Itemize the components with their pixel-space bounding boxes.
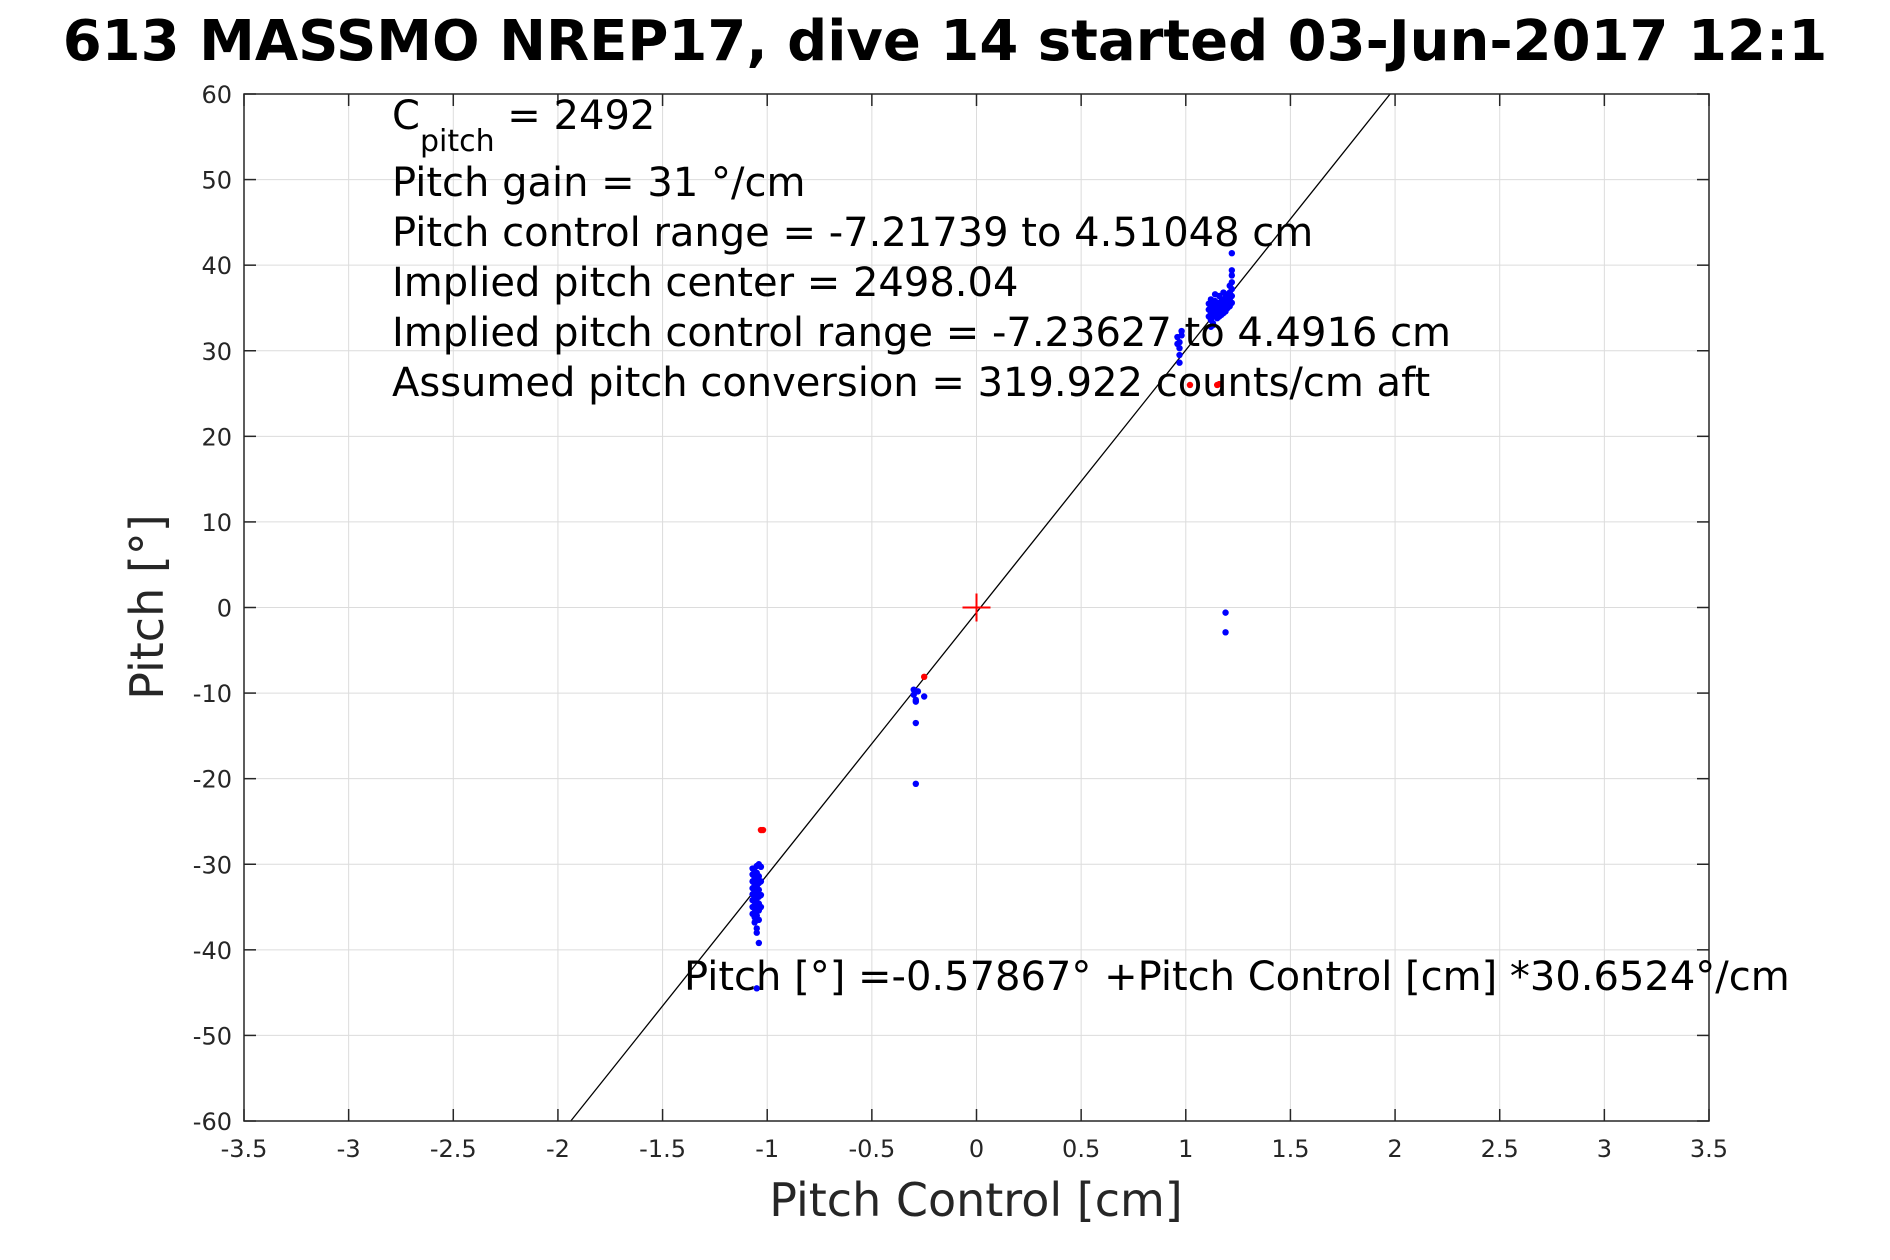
data-point-blue <box>920 693 928 700</box>
x-tick-label: 0 <box>969 1135 984 1163</box>
data-point-blue <box>914 688 922 695</box>
data-point-blue <box>757 863 765 871</box>
data-point-blue <box>1174 333 1181 341</box>
data-point-blue <box>1222 609 1229 616</box>
implied-pitch-center-annotation: Implied pitch center = 2498.04 <box>392 260 1018 306</box>
x-tick-label: -3 <box>337 1135 361 1163</box>
data-point-blue <box>757 903 765 911</box>
pitch-gain-annotation: Pitch gain = 31 °/cm <box>392 160 805 206</box>
points-layer <box>749 249 1236 992</box>
data-point-blue <box>1228 292 1236 300</box>
x-tick-label: -1 <box>755 1135 779 1163</box>
data-point-blue <box>1228 267 1236 274</box>
data-point-blue <box>1228 279 1236 286</box>
y-tick-label: -50 <box>193 1022 232 1050</box>
x-tick-label: 3.5 <box>1690 1135 1728 1163</box>
y-tick-label: 0 <box>217 595 232 623</box>
y-tick-label: 40 <box>201 252 232 280</box>
y-tick-label: 20 <box>201 423 232 451</box>
data-point-blue <box>1176 351 1183 359</box>
data-point-blue <box>912 698 920 705</box>
x-tick-label: 1.5 <box>1271 1135 1309 1163</box>
x-tick-label: -2.5 <box>430 1135 477 1163</box>
x-tick-label: 2 <box>1387 1135 1402 1163</box>
info-annotation: Cpitch = 2492 Pitch gain = 31 °/cm Pitch… <box>392 93 1451 406</box>
y-tick-label: -40 <box>193 937 232 965</box>
data-point-blue <box>753 929 760 936</box>
data-point-blue <box>1178 327 1185 335</box>
y-tick-label: 30 <box>201 338 232 366</box>
data-point-blue <box>1228 299 1236 307</box>
y-tick-label: -10 <box>193 680 232 708</box>
data-point-blue <box>1228 285 1236 293</box>
data-point-blue <box>912 780 920 788</box>
data-point-blue <box>1176 359 1183 366</box>
data-point-blue <box>1222 629 1229 636</box>
y-tick-label: -30 <box>193 851 232 879</box>
data-point-blue <box>912 719 920 727</box>
chart-title: 613 MASSMO NREP17, dive 14 started 03-Ju… <box>63 9 1828 74</box>
c-pitch-main: C <box>392 93 420 139</box>
c-pitch-subscript: pitch <box>420 124 495 159</box>
data-point-blue <box>755 886 763 894</box>
x-tick-label: 1 <box>1178 1135 1193 1163</box>
data-point-blue <box>755 939 763 947</box>
y-tick-label: -60 <box>193 1108 232 1136</box>
x-tick-label: -2 <box>546 1135 570 1163</box>
center-marker-layer <box>962 593 991 622</box>
y-tick-label: 60 <box>201 81 232 109</box>
data-point-red <box>1186 381 1194 389</box>
data-point-blue <box>755 916 763 924</box>
data-point-blue <box>755 873 763 880</box>
data-point-blue <box>1228 249 1236 257</box>
y-tick-label: -20 <box>193 766 232 794</box>
data-point-red <box>920 673 928 681</box>
data-point-red <box>759 826 767 834</box>
implied-pitch-range-annotation: Implied pitch control range = -7.23627 t… <box>392 310 1451 356</box>
data-point-blue <box>1174 340 1181 348</box>
x-tick-label: 2.5 <box>1481 1135 1519 1163</box>
x-tick-label: 0.5 <box>1062 1135 1100 1163</box>
x-tick-label: -1.5 <box>639 1135 686 1163</box>
c-pitch-annotation: Cpitch = 2492 <box>392 93 655 159</box>
data-point-red <box>1216 380 1223 388</box>
data-point-blue <box>1209 321 1217 329</box>
x-axis-label: Pitch Control [cm] <box>769 1173 1183 1227</box>
pitch-control-range-annotation: Pitch control range = -7.21739 to 4.5104… <box>392 210 1313 256</box>
data-point-blue <box>757 891 765 899</box>
c-pitch-value: = 2492 <box>495 93 656 139</box>
y-tick-label: 10 <box>201 509 232 537</box>
x-tick-label: 3 <box>1597 1135 1612 1163</box>
axis-ticks <box>243 93 1710 1122</box>
plot-area <box>243 93 1710 1122</box>
y-tick-labels: -60 -50 -40 -30 -20 -10 0 10 20 30 40 50 60 <box>193 81 232 1136</box>
data-point-blue <box>753 985 760 992</box>
x-tick-labels: -3.5 -3 -2.5 -2 -1.5 -1 -0.5 0 0.5 1 1.5 2 2.5 3 3.5 <box>221 1135 1729 1163</box>
fit-equation-annotation: Pitch [°] =-0.57867° +Pitch Control [cm]… <box>684 954 1790 1000</box>
pitch-conversion-annotation: Assumed pitch conversion = 319.922 count… <box>392 360 1430 406</box>
x-tick-label: -3.5 <box>221 1135 268 1163</box>
y-axis-label: Pitch [°] <box>120 514 174 700</box>
data-point-blue <box>757 878 765 885</box>
y-tick-label: 50 <box>201 167 232 195</box>
x-tick-label: -0.5 <box>848 1135 895 1163</box>
data-point-blue <box>1228 272 1236 279</box>
